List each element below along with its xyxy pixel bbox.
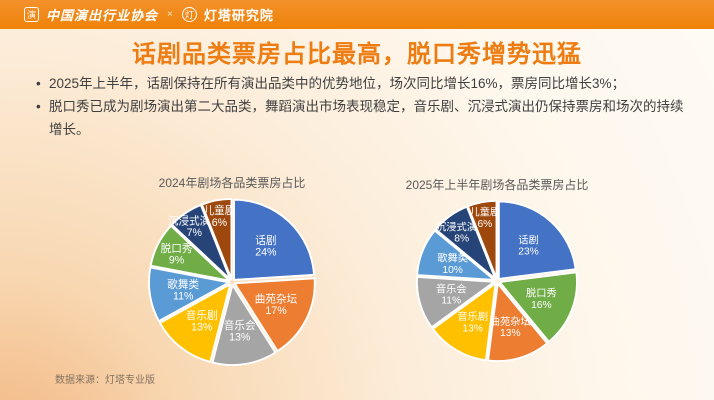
slice-label-音乐剧: 音乐剧 13% bbox=[457, 310, 488, 334]
header-bar: 演 中国演出行业协会 × 灯 灯塔研究院 bbox=[0, 0, 714, 29]
slice-label-脱口秀: 脱口秀 16% bbox=[526, 287, 557, 311]
pie-slice-话剧 bbox=[497, 200, 577, 280]
association-logo-text: 中国演出行业协会 bbox=[46, 8, 159, 23]
pie-chart-2025h1: 话剧 23% 脱口秀 16% 曲苑杂坛 13% 音乐剧 13% 音乐会 11% 歌舞类 10% 沉浸式演… bbox=[414, 198, 580, 364]
bullet-marker: • bbox=[36, 76, 41, 91]
bullet-text-1: 2025年上半年，话剧保持在所有演出品类中的优势地位，场次同比增长16%，票房同… bbox=[49, 76, 626, 91]
bullet-list: • 2025年上半年，话剧保持在所有演出品类中的优势地位，场次同比增长16%，票… bbox=[36, 72, 692, 141]
bullet-item-1: • 2025年上半年，话剧保持在所有演出品类中的优势地位，场次同比增长16%，票… bbox=[36, 72, 692, 95]
pie-slice-音乐会 bbox=[415, 275, 496, 329]
pie-slice-话剧 bbox=[233, 198, 315, 281]
pie-slice-脱口秀 bbox=[149, 224, 231, 282]
pie-slice-音乐会 bbox=[211, 283, 277, 367]
slice-label-歌舞类: 歌舞类 11% bbox=[167, 278, 199, 303]
data-source: 数据来源：灯塔专业版 bbox=[55, 375, 155, 386]
pie-slice-曲苑杂坛 bbox=[233, 277, 316, 352]
pie-slice-曲苑杂坛 bbox=[487, 282, 549, 362]
slice-label-曲苑杂坛: 曲苑杂坛 13% bbox=[490, 315, 531, 339]
pie-chart-2024: 话剧 24% 曲苑杂坛 17% 音乐会 13% 音乐剧 13% 歌舞类 11% 脱口秀 9% 沉浸式演出… bbox=[146, 196, 318, 368]
slice-label-音乐剧: 音乐剧 13% bbox=[186, 309, 218, 334]
slice-label-儿童剧: 儿童剧 6% bbox=[204, 204, 236, 229]
chart-title-2024: 2024年剧场各品类票房占比 bbox=[158, 176, 306, 190]
slice-label-音乐会: 音乐会 11% bbox=[436, 282, 467, 306]
pie-slice-音乐剧 bbox=[432, 282, 497, 362]
beacon-logo-text: 灯塔研究院 bbox=[203, 8, 274, 23]
page-title: 话剧品类票房占比最高，脱口秀增势迅猛 bbox=[132, 41, 582, 68]
chart-title-2025h1: 2025年上半年剧场各品类票房占比 bbox=[405, 178, 589, 192]
pie-slice-沉浸式演出 bbox=[434, 205, 497, 280]
logo-separator: × bbox=[167, 9, 173, 20]
pie-slice-儿童剧 bbox=[467, 199, 498, 280]
bullet-text-2: 脱口秀已成为剧场演出第二大品类，舞蹈演出市场表现稳定，音乐剧、沉浸式演出仍保持票… bbox=[49, 99, 684, 137]
slice-label-话剧: 话剧 23% bbox=[518, 234, 539, 257]
slice-label-脱口秀: 脱口秀 9% bbox=[161, 242, 193, 267]
pie-slice-沉浸式演出 bbox=[170, 204, 232, 281]
pie-slice-音乐剧 bbox=[158, 283, 232, 363]
pie-slice-歌舞类 bbox=[416, 229, 496, 281]
pie-slice-歌舞类 bbox=[147, 266, 231, 323]
association-seal-icon: 演 bbox=[24, 7, 39, 22]
pie-slice-脱口秀 bbox=[498, 271, 578, 343]
bullet-item-2: • 脱口秀已成为剧场演出第二大品类，舞蹈演出市场表现稳定，音乐剧、沉浸式演出仍保… bbox=[36, 95, 692, 141]
slice-label-音乐会: 音乐会 13% bbox=[224, 319, 256, 344]
slice-label-歌舞类: 歌舞类 10% bbox=[437, 252, 468, 276]
slice-label-儿童剧: 儿童剧 6% bbox=[469, 206, 500, 230]
slice-label-曲苑杂坛: 曲苑杂坛 17% bbox=[255, 293, 298, 318]
pie-slice-儿童剧 bbox=[200, 197, 233, 281]
bullet-marker: • bbox=[36, 99, 41, 114]
slice-label-话剧: 话剧 24% bbox=[255, 235, 277, 259]
beacon-badge-icon: 灯 bbox=[181, 7, 197, 22]
